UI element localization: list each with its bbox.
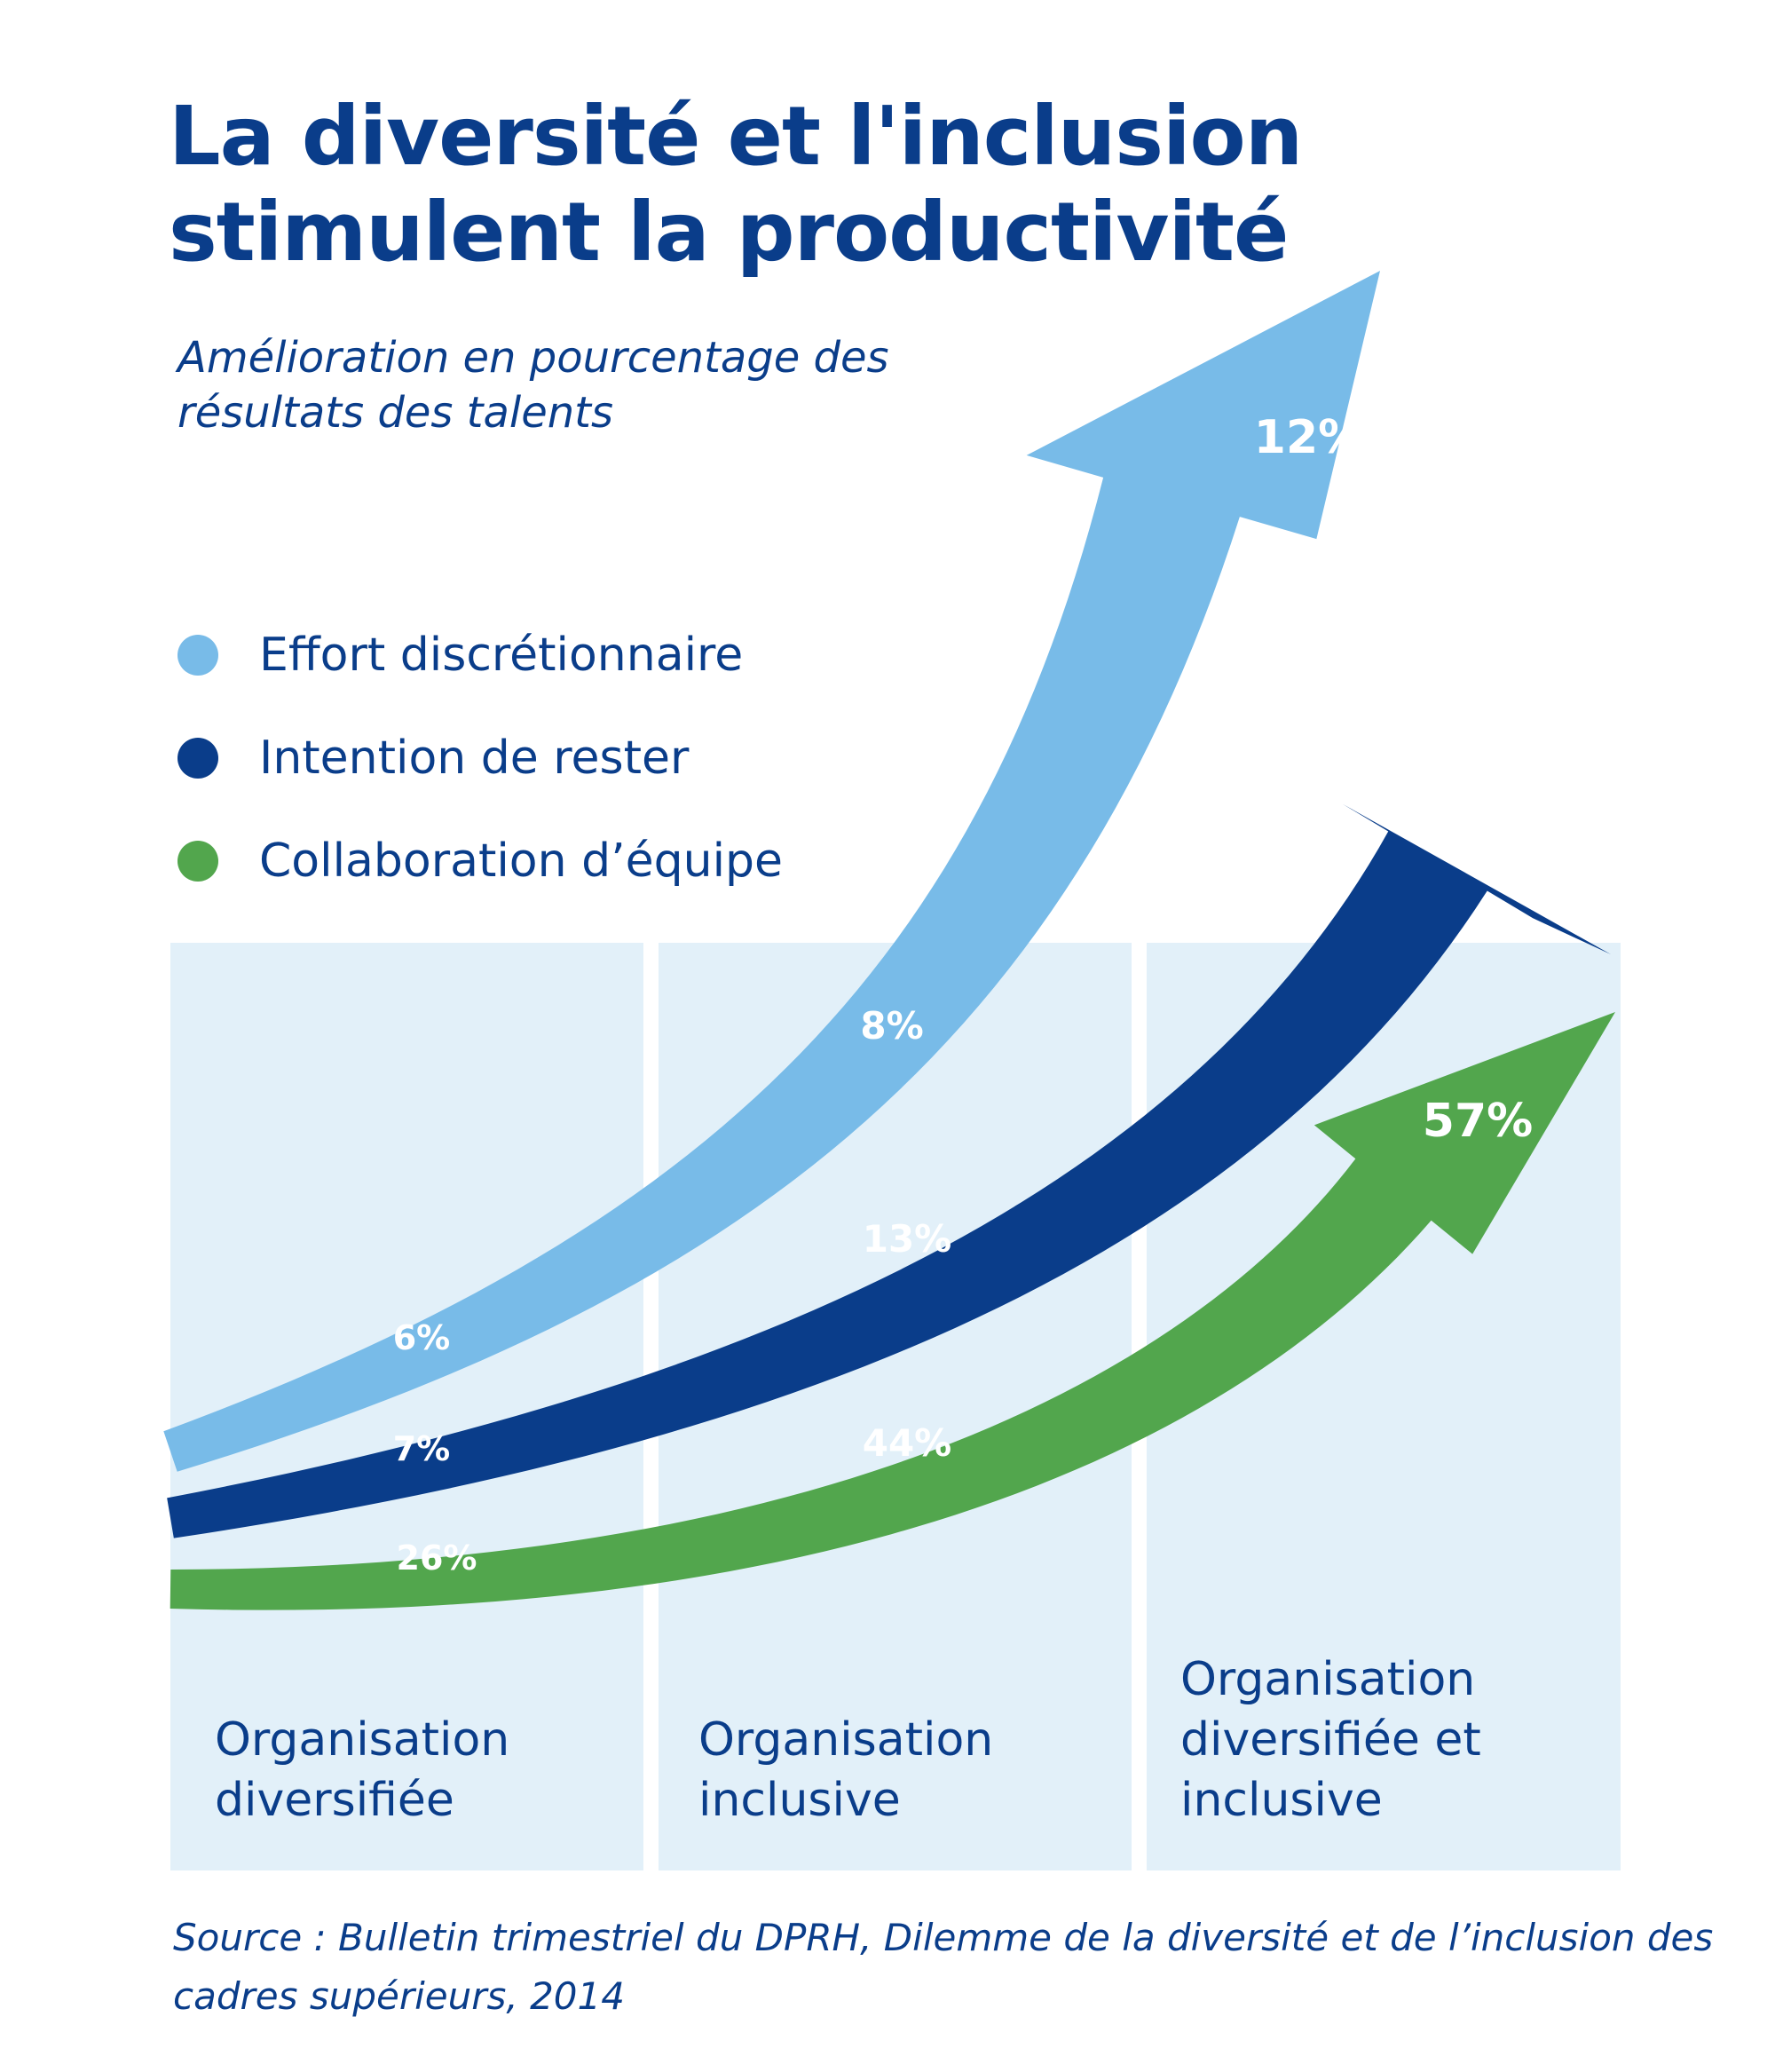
legend-swatch <box>178 635 218 676</box>
legend-swatch <box>178 738 218 779</box>
data-label: 7% <box>393 1429 451 1468</box>
legend-item-collaboration: Collaboration d’équipe <box>178 810 783 913</box>
data-label: 57% <box>1423 1095 1533 1148</box>
legend-swatch <box>178 841 218 882</box>
legend: Effort discrétionnaire Intention de rest… <box>178 604 783 913</box>
source-note: Source : Bulletin trimestriel du DPRH, D… <box>173 1916 1714 2018</box>
data-label: 12% <box>1254 411 1364 464</box>
legend-label: Intention de rester <box>259 732 690 785</box>
series-arrow <box>163 271 1380 1472</box>
legend-label: Effort discrétionnaire <box>259 629 744 682</box>
series-arrow <box>167 803 1612 1538</box>
category-label: Organisation diversifiée et inclusive <box>1180 1653 1481 1827</box>
chart-title: La diversité et l'inclusion stimulent la… <box>169 89 1303 280</box>
legend-item-intention: Intention de rester <box>178 707 783 810</box>
data-label: 26% <box>397 1538 477 1578</box>
category-label: Organisation inclusive <box>698 1713 993 1827</box>
series-arrow <box>170 1012 1615 1610</box>
data-label: 44% <box>863 1421 952 1465</box>
legend-label: Collaboration d’équipe <box>259 834 784 888</box>
category-label: Organisation diversifiée <box>215 1713 509 1827</box>
data-label: 19% <box>1374 775 1484 828</box>
data-label: 13% <box>863 1217 952 1261</box>
legend-item-effort: Effort discrétionnaire <box>178 604 783 707</box>
data-label: 6% <box>393 1318 451 1357</box>
chart-subtitle: Amélioration en pourcentage des résultat… <box>178 333 889 438</box>
data-label: 8% <box>860 1004 923 1048</box>
